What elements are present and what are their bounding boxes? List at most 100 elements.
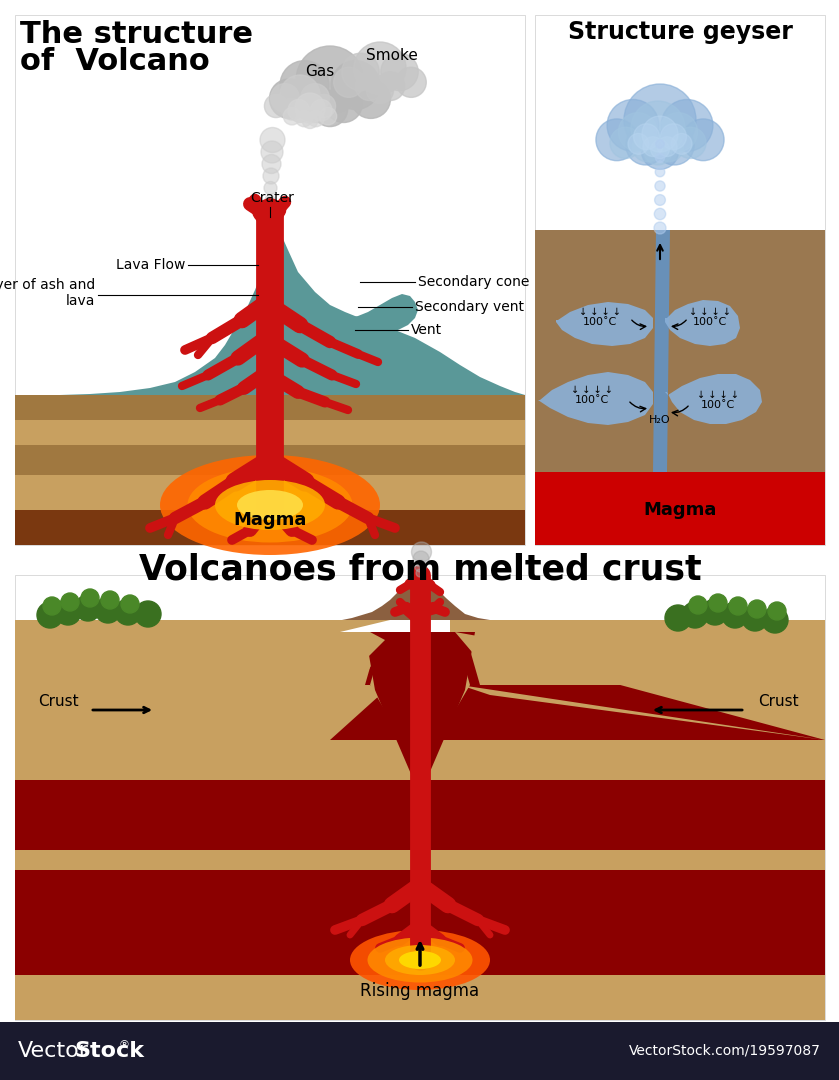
Circle shape: [682, 602, 708, 627]
Circle shape: [61, 593, 79, 611]
Circle shape: [320, 108, 336, 125]
Circle shape: [75, 595, 101, 621]
Circle shape: [288, 99, 310, 121]
Circle shape: [618, 112, 657, 151]
Ellipse shape: [187, 468, 352, 542]
Circle shape: [351, 79, 390, 119]
Circle shape: [633, 132, 662, 162]
Circle shape: [665, 605, 691, 631]
Circle shape: [81, 589, 99, 607]
Polygon shape: [15, 632, 375, 740]
Ellipse shape: [367, 937, 472, 983]
Circle shape: [396, 67, 426, 97]
Text: 100˚C: 100˚C: [693, 318, 727, 327]
Polygon shape: [665, 300, 740, 346]
Polygon shape: [15, 632, 390, 685]
Circle shape: [55, 599, 81, 625]
Circle shape: [331, 60, 380, 109]
Polygon shape: [556, 302, 653, 346]
Circle shape: [643, 137, 663, 157]
Circle shape: [296, 46, 364, 114]
Circle shape: [260, 127, 285, 152]
Circle shape: [660, 124, 686, 150]
Polygon shape: [653, 230, 670, 472]
Circle shape: [264, 94, 288, 118]
Polygon shape: [15, 685, 825, 740]
Polygon shape: [360, 632, 480, 740]
Text: of  Volcano: of Volcano: [20, 48, 210, 76]
Circle shape: [289, 102, 310, 122]
Text: Rising magma: Rising magma: [361, 982, 480, 1000]
Polygon shape: [15, 632, 375, 740]
Polygon shape: [15, 975, 825, 1020]
Text: Volcanoes from melted crust: Volcanoes from melted crust: [138, 553, 701, 588]
Circle shape: [367, 77, 393, 104]
Text: Vent: Vent: [411, 323, 442, 337]
Polygon shape: [535, 230, 825, 545]
Circle shape: [295, 93, 325, 123]
Circle shape: [298, 85, 335, 122]
Text: 100˚C: 100˚C: [701, 400, 735, 410]
Circle shape: [115, 599, 141, 625]
Text: Vector: Vector: [18, 1041, 89, 1061]
Circle shape: [355, 72, 384, 100]
Ellipse shape: [215, 480, 325, 530]
Circle shape: [628, 134, 649, 154]
Circle shape: [655, 180, 665, 191]
Circle shape: [280, 75, 320, 114]
Polygon shape: [330, 576, 490, 620]
Circle shape: [271, 83, 300, 112]
Circle shape: [624, 84, 696, 156]
Ellipse shape: [237, 490, 303, 519]
Bar: [0, 1022, 839, 1080]
Text: ↓ ↓ ↓ ↓: ↓ ↓ ↓ ↓: [571, 384, 613, 395]
Bar: [15, 15, 525, 545]
Polygon shape: [15, 510, 525, 545]
Polygon shape: [15, 395, 525, 420]
Polygon shape: [665, 374, 762, 424]
Polygon shape: [15, 870, 825, 975]
Circle shape: [626, 125, 665, 165]
Circle shape: [659, 112, 698, 151]
Polygon shape: [15, 632, 825, 685]
Circle shape: [376, 72, 404, 100]
Circle shape: [37, 602, 63, 627]
Circle shape: [297, 98, 319, 120]
Polygon shape: [450, 620, 825, 632]
Circle shape: [262, 154, 281, 174]
Circle shape: [312, 91, 347, 126]
Circle shape: [654, 222, 666, 234]
Circle shape: [121, 595, 139, 613]
Polygon shape: [15, 475, 525, 510]
Text: 100˚C: 100˚C: [575, 395, 609, 405]
Polygon shape: [15, 780, 825, 850]
Text: Crater: Crater: [250, 191, 294, 205]
Circle shape: [310, 99, 332, 121]
Text: Crust: Crust: [758, 694, 799, 710]
Circle shape: [610, 127, 641, 159]
Polygon shape: [537, 372, 653, 426]
Circle shape: [656, 139, 664, 148]
Circle shape: [281, 98, 303, 120]
Circle shape: [411, 542, 431, 562]
Polygon shape: [15, 632, 385, 685]
Text: The structure: The structure: [20, 21, 253, 49]
Text: Secondary cone: Secondary cone: [418, 275, 529, 289]
Polygon shape: [15, 740, 825, 780]
Circle shape: [269, 79, 309, 119]
Polygon shape: [15, 445, 525, 475]
Circle shape: [416, 569, 424, 577]
Circle shape: [654, 132, 684, 162]
Circle shape: [654, 208, 665, 219]
Polygon shape: [535, 472, 825, 545]
Circle shape: [762, 607, 788, 633]
Circle shape: [43, 597, 61, 615]
Polygon shape: [15, 685, 380, 740]
Text: Magma: Magma: [233, 511, 307, 529]
Circle shape: [768, 602, 786, 620]
Polygon shape: [455, 632, 825, 690]
Circle shape: [642, 116, 678, 152]
Polygon shape: [460, 632, 825, 740]
Text: Structure geyser: Structure geyser: [567, 21, 793, 44]
Text: ®: ®: [118, 1040, 129, 1050]
